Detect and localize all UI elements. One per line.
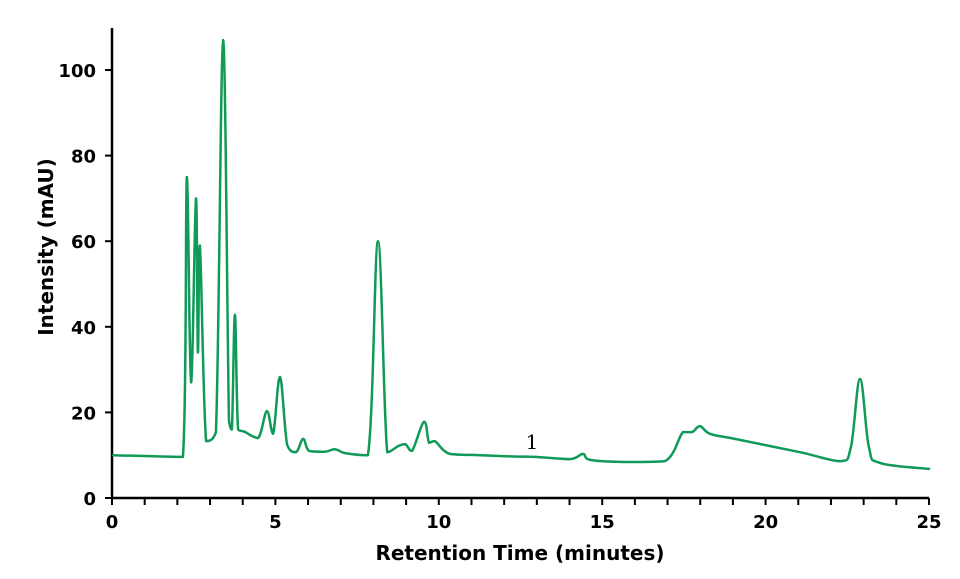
peak-annotation-label: 1 (526, 430, 539, 454)
x-axis-title: Retention Time (minutes) (375, 541, 664, 565)
x-axis-ticks: 0 5 10 15 20 25 (106, 498, 942, 533)
y-axis-ticks: 0 20 40 60 80 100 (58, 61, 112, 510)
axes: 0 5 10 15 20 25 0 20 40 60 80 100 (58, 28, 942, 533)
chromatogram-trace (111, 38, 931, 471)
x-tick-label: 20 (753, 512, 778, 533)
x-tick-label: 5 (269, 512, 282, 533)
y-tick-label: 100 (58, 61, 96, 82)
y-tick-label: 80 (71, 147, 96, 168)
y-tick-label: 40 (71, 318, 96, 339)
y-tick-label: 20 (71, 403, 96, 424)
x-tick-label: 25 (916, 512, 941, 533)
x-tick-label: 15 (590, 512, 615, 533)
x-tick-label: 10 (426, 512, 451, 533)
y-tick-label: 0 (83, 489, 96, 510)
y-axis-title: Intensity (mAU) (34, 158, 58, 336)
x-tick-label: 0 (106, 512, 119, 533)
y-tick-label: 60 (71, 232, 96, 253)
